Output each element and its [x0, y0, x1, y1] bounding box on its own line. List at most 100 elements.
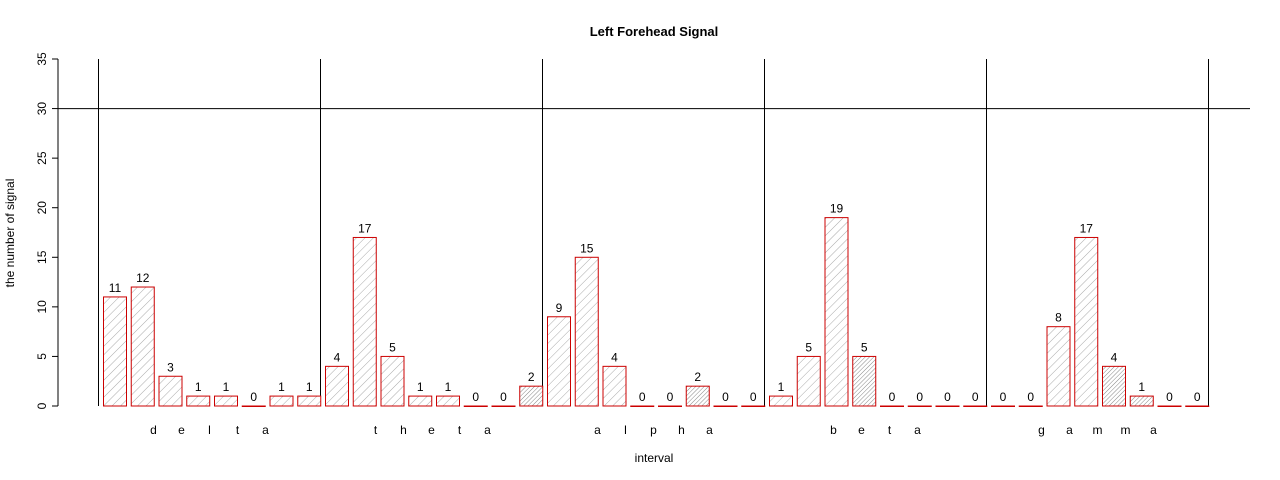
- y-tick-label: 30: [35, 102, 49, 116]
- bar-value-label: 3: [167, 360, 174, 374]
- bar: [630, 405, 655, 407]
- bar: [713, 405, 738, 407]
- bar: [685, 385, 710, 407]
- bar-value-label: 15: [580, 241, 594, 255]
- group-letter: m: [1121, 423, 1131, 437]
- group-letter: e: [178, 423, 185, 437]
- bar: [103, 296, 127, 407]
- bar: [991, 405, 1015, 407]
- group-letter: a: [914, 423, 921, 437]
- x-axis-label: interval: [635, 451, 674, 465]
- bar-value-label: 1: [778, 380, 785, 394]
- group-letter: t: [374, 423, 378, 437]
- bar: [1074, 236, 1099, 407]
- bar: [1185, 405, 1210, 407]
- bar: [408, 395, 433, 407]
- group-letter: p: [650, 423, 657, 437]
- bar-value-label: 0: [1194, 390, 1201, 404]
- bars: [103, 217, 1210, 407]
- bar-value-label: 0: [889, 390, 896, 404]
- bar: [602, 365, 627, 407]
- bar-value-label: 4: [1111, 350, 1118, 364]
- bar: [269, 395, 294, 407]
- bar-value-label: 11: [109, 281, 122, 295]
- bar: [241, 405, 266, 407]
- bar-value-label: 17: [358, 221, 372, 235]
- bar: [491, 405, 516, 407]
- bar-value-label: 12: [136, 271, 150, 285]
- bar-value-label: 1: [1138, 380, 1145, 394]
- group-letter: d: [150, 423, 157, 437]
- bar: [1102, 365, 1126, 407]
- bar-value-label: 0: [500, 390, 507, 404]
- bar-value-label: 1: [223, 380, 230, 394]
- group-letter: a: [262, 423, 269, 437]
- bar-value-label: 8: [1055, 311, 1062, 325]
- group-separators: [98, 59, 1209, 406]
- bar: [852, 355, 877, 407]
- group-letter: e: [428, 423, 435, 437]
- bar-value-label: 19: [830, 202, 844, 216]
- y-tick-label: 35: [35, 52, 49, 66]
- bar: [963, 405, 988, 407]
- bar-value-label: 0: [944, 390, 951, 404]
- bar-value-label: 0: [972, 390, 979, 404]
- group-letter: b: [830, 423, 837, 437]
- group-letter: a: [1066, 423, 1073, 437]
- bar-value-label: 5: [389, 340, 396, 354]
- bar: [158, 375, 183, 407]
- group-letter: h: [400, 423, 407, 437]
- y-tick-label: 5: [35, 353, 49, 360]
- bar: [824, 217, 849, 407]
- bar: [547, 316, 571, 407]
- bar-value-label: 4: [334, 350, 341, 364]
- bar-value-label: 0: [722, 390, 729, 404]
- bar-value-label: 1: [445, 380, 452, 394]
- bar: [297, 395, 322, 407]
- y-axis-label: the number of signal: [3, 179, 17, 288]
- group-letter: g: [1038, 423, 1045, 437]
- bar: [1018, 405, 1043, 407]
- bar-value-label: 1: [195, 380, 202, 394]
- group-letter: h: [678, 423, 685, 437]
- group-letter: e: [858, 423, 865, 437]
- y-tick-label: 0: [35, 402, 49, 409]
- group-letter: a: [484, 423, 491, 437]
- bar-value-label: 5: [805, 340, 812, 354]
- bar: [186, 395, 211, 407]
- chart-title: Left Forehead Signal: [590, 24, 719, 39]
- bar: [463, 405, 488, 407]
- bar-value-label: 0: [750, 390, 757, 404]
- bar-value-label: 2: [528, 370, 535, 384]
- y-tick-label: 25: [35, 151, 49, 165]
- group-letter: t: [888, 423, 892, 437]
- group-letter: l: [624, 423, 627, 437]
- y-tick-label: 15: [35, 250, 49, 264]
- bar: [796, 355, 821, 407]
- group-letter: a: [594, 423, 601, 437]
- bar: [519, 385, 544, 407]
- bar-value-label: 0: [1000, 390, 1007, 404]
- bar-value-label: 0: [250, 390, 257, 404]
- bar: [380, 355, 405, 407]
- bar-value-label: 1: [417, 380, 424, 394]
- group-letter: a: [1150, 423, 1157, 437]
- bar: [214, 395, 238, 407]
- bar-value-label: 17: [1080, 221, 1094, 235]
- bar-value-label: 1: [306, 380, 313, 394]
- bar: [907, 405, 932, 407]
- bar: [1157, 405, 1182, 407]
- bar-value-label: 0: [916, 390, 923, 404]
- y-tick-label: 20: [35, 201, 49, 215]
- bar-value-label: 0: [1166, 390, 1173, 404]
- bar-value-label: 2: [694, 370, 701, 384]
- bar: [880, 405, 904, 407]
- bar: [325, 365, 349, 407]
- bar-value-label: 1: [278, 380, 285, 394]
- bar-value-label: 0: [1027, 390, 1034, 404]
- group-letter: l: [208, 423, 211, 437]
- y-axis: 0 5 10 15 20 25 30 35: [35, 52, 59, 409]
- bar: [935, 405, 960, 407]
- bar: [436, 395, 460, 407]
